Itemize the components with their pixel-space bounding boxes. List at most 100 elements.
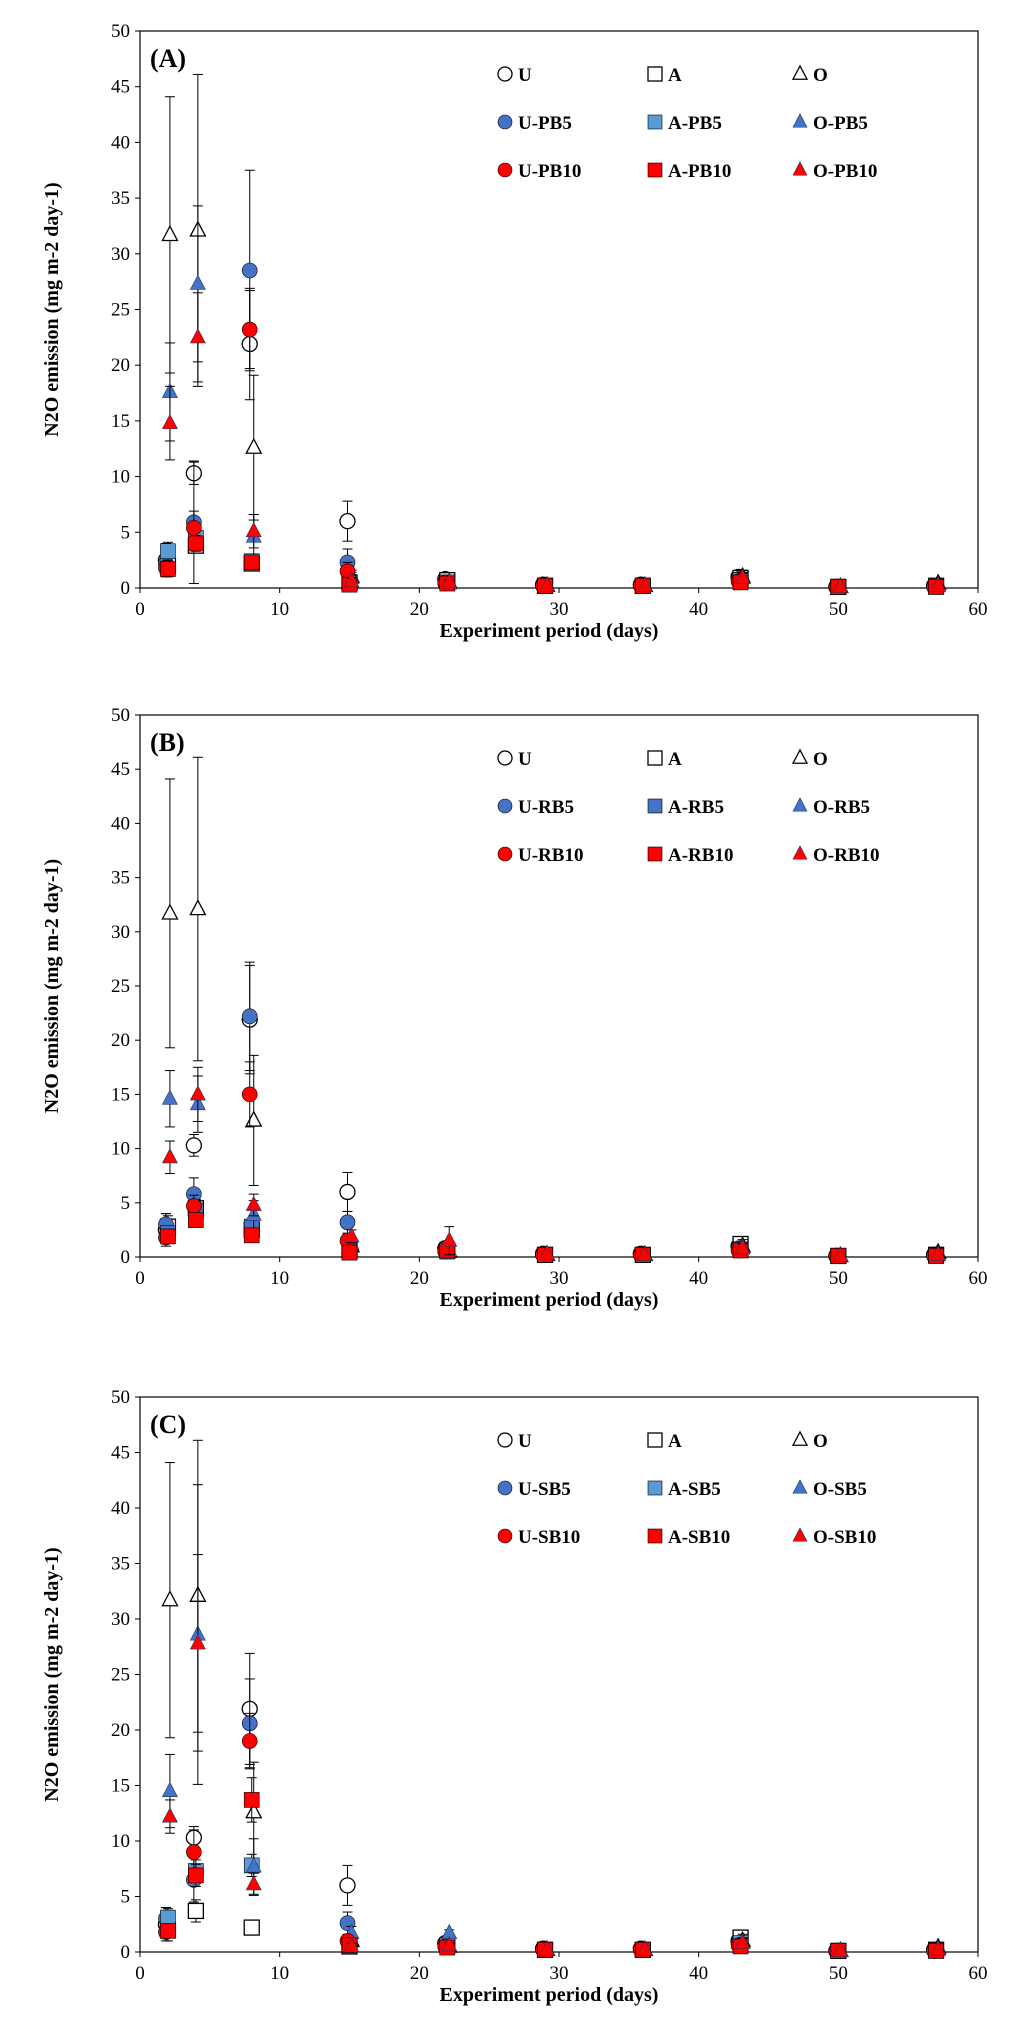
- series-o-pb5: [161, 205, 947, 593]
- y-tick-label: 35: [111, 188, 130, 209]
- legend-label: O-SB5: [813, 1479, 867, 1500]
- series-o: [161, 756, 947, 1263]
- legend-item: O: [791, 1430, 828, 1452]
- data-point: [245, 1875, 262, 1891]
- x-tick-label: 40: [689, 1268, 708, 1289]
- y-tick-label: 10: [111, 1139, 130, 1160]
- data-point: [161, 903, 179, 920]
- data-point: [186, 1844, 202, 1860]
- legend-item: A-SB10: [647, 1527, 730, 1548]
- y-tick-label: 30: [111, 922, 130, 943]
- legend-item: O: [791, 64, 828, 86]
- legend-item: U: [497, 65, 532, 86]
- legend-label: A-PB5: [668, 113, 722, 134]
- legend-item: U-SB10: [497, 1527, 580, 1548]
- x-tick-label: 10: [270, 599, 289, 620]
- y-tick-label: 45: [111, 759, 130, 780]
- data-point: [189, 274, 206, 290]
- legend-marker: [792, 1479, 808, 1494]
- data-point: [734, 1933, 751, 1950]
- legend-marker: [647, 162, 663, 178]
- data-point: [341, 1244, 358, 1261]
- data-point: [339, 1877, 356, 1894]
- legend-marker: [497, 846, 513, 862]
- data-point: [188, 1212, 204, 1228]
- data-point: [343, 1937, 360, 1953]
- data-point: [339, 513, 356, 530]
- data-point: [832, 1246, 849, 1262]
- legend-marker: [792, 113, 808, 128]
- legend-marker: [647, 1480, 663, 1496]
- legend-marker: [497, 1528, 513, 1544]
- legend-item: A-RB10: [647, 845, 733, 866]
- data-point: [636, 1940, 653, 1956]
- legend-item: O-RB10: [792, 845, 880, 866]
- y-tick-label: 45: [111, 1443, 130, 1464]
- data-point: [188, 1867, 204, 1884]
- panel-label: (C): [150, 1410, 186, 1439]
- legend-marker: [647, 846, 663, 862]
- x-tick-label: 0: [135, 1963, 145, 1984]
- legend-item: A-PB5: [647, 113, 722, 134]
- series-o-rb5: [161, 1070, 947, 1262]
- series-u-sb5: [158, 1678, 942, 1959]
- data-point: [245, 1195, 262, 1211]
- x-axis-label: Experiment period (days): [440, 1289, 659, 1311]
- x-tick-label: 10: [270, 1963, 289, 1984]
- data-point: [339, 1214, 356, 1231]
- y-tick-label: 15: [111, 1776, 130, 1797]
- data-point: [161, 224, 179, 242]
- series-a-pb10: [160, 535, 944, 595]
- series-o-sb5: [161, 1484, 947, 1957]
- data-point: [343, 572, 360, 588]
- legend-item: A: [647, 749, 682, 770]
- data-point: [243, 1227, 260, 1244]
- data-point: [245, 1110, 263, 1127]
- legend-marker: [497, 114, 513, 130]
- legend-label: U-PB10: [518, 161, 581, 182]
- x-tick-label: 60: [969, 1963, 988, 1984]
- legend-marker: [792, 161, 808, 176]
- legend-label: A-RB10: [668, 845, 733, 866]
- legend-label: A-SB5: [668, 1479, 721, 1500]
- y-tick-label: 5: [121, 1887, 131, 1908]
- data-point: [245, 437, 263, 454]
- data-point: [441, 1231, 458, 1247]
- data-point: [832, 1941, 849, 1957]
- x-tick-label: 60: [969, 599, 988, 620]
- legend-item: U: [497, 1431, 532, 1452]
- series-o-rb10: [161, 1066, 947, 1262]
- series-u: [157, 287, 943, 596]
- data-point: [161, 1781, 178, 1797]
- y-tick-label: 50: [111, 705, 130, 726]
- legend-item: O: [791, 748, 828, 770]
- legend-label: U: [518, 1431, 532, 1452]
- y-tick-label: 20: [111, 1030, 130, 1051]
- data-point: [539, 576, 556, 592]
- series-group: [157, 73, 947, 596]
- series-group: [157, 756, 947, 1265]
- x-tick-label: 30: [550, 599, 569, 620]
- data-point: [343, 1227, 360, 1243]
- x-tick-label: 10: [270, 1268, 289, 1289]
- data-point: [160, 1909, 176, 1926]
- legend-item: O-PB5: [792, 113, 868, 134]
- legend-label: U: [518, 749, 532, 770]
- legend-label: U-SB5: [518, 1479, 571, 1500]
- series-u-rb10: [158, 1061, 942, 1264]
- legend-label: U-PB5: [518, 113, 572, 134]
- series-u-pb5: [158, 169, 942, 595]
- y-tick-label: 10: [111, 467, 130, 488]
- series-o: [161, 1439, 947, 1958]
- x-tick-label: 40: [689, 599, 708, 620]
- data-point: [734, 568, 751, 584]
- legend-marker: [647, 750, 663, 766]
- y-tick-label: 35: [111, 1554, 130, 1575]
- y-tick-label: 45: [111, 77, 130, 98]
- data-point: [161, 1148, 178, 1164]
- data-point: [161, 413, 178, 430]
- y-axis-label: N2O emission (mg m-2 day-1): [41, 859, 63, 1113]
- legend-marker: [497, 798, 513, 814]
